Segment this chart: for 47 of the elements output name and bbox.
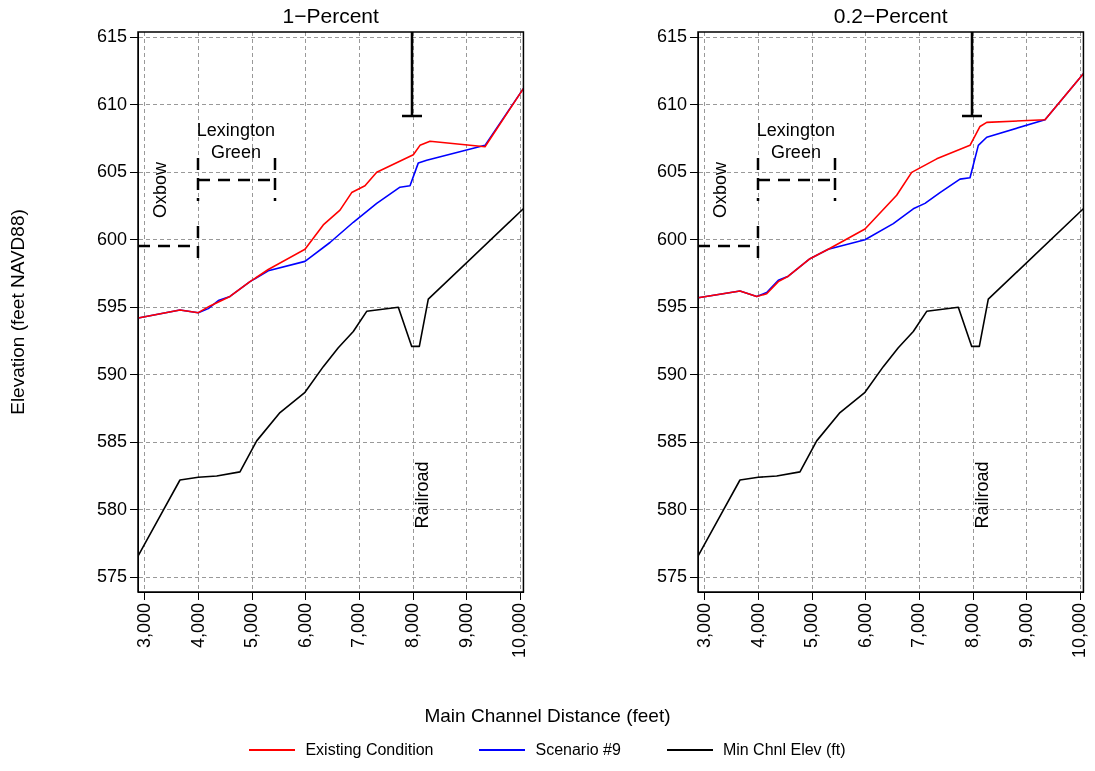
y-tick-label: 605 bbox=[656, 161, 687, 182]
x-tick-label: 8,000 bbox=[961, 603, 982, 649]
annotation: Railroad bbox=[411, 461, 434, 529]
x-tick-label: 3,000 bbox=[133, 603, 154, 649]
y-tick-label: 585 bbox=[656, 431, 687, 452]
annotation: Railroad bbox=[971, 461, 994, 529]
y-tick-label: 595 bbox=[96, 296, 127, 317]
y-tick-label: 580 bbox=[656, 498, 687, 519]
x-tick-label: 9,000 bbox=[1015, 603, 1036, 649]
y-tick-label: 590 bbox=[96, 363, 127, 384]
y-axis-title: Elevation (feet NAVD88) bbox=[7, 209, 29, 415]
y-tick-label: 610 bbox=[96, 93, 127, 114]
y-tick-label: 615 bbox=[656, 26, 687, 47]
x-tick-label: 8,000 bbox=[401, 603, 422, 649]
y-tick-label: 580 bbox=[96, 498, 127, 519]
y-tick-label: 595 bbox=[656, 296, 687, 317]
legend-label: Existing Condition bbox=[305, 741, 434, 759]
x-tick-label: 10,000 bbox=[1069, 603, 1090, 659]
chart-title: 1−Percent bbox=[281, 4, 380, 28]
x-axis-title: Main Channel Distance (feet) bbox=[423, 705, 672, 727]
x-tick-label: 7,000 bbox=[348, 603, 369, 649]
annotation: Oxbow bbox=[148, 161, 171, 218]
annotation: Lexington Green bbox=[195, 119, 276, 164]
x-tick-label: 5,000 bbox=[801, 603, 822, 649]
y-tick-label: 610 bbox=[656, 93, 687, 114]
x-tick-label: 9,000 bbox=[455, 603, 476, 649]
x-tick-label: 3,000 bbox=[693, 603, 714, 649]
legend-label: Scenario #9 bbox=[535, 741, 621, 759]
x-tick-label: 4,000 bbox=[747, 603, 768, 649]
y-tick-label: 575 bbox=[96, 566, 127, 587]
y-tick-label: 600 bbox=[656, 228, 687, 249]
x-tick-label: 7,000 bbox=[908, 603, 929, 649]
y-tick-label: 585 bbox=[96, 431, 127, 452]
y-tick-label: 600 bbox=[96, 228, 127, 249]
y-tick-label: 575 bbox=[656, 566, 687, 587]
legend-label: Min Chnl Elev (ft) bbox=[722, 741, 846, 759]
x-tick-label: 4,000 bbox=[187, 603, 208, 649]
x-tick-label: 6,000 bbox=[854, 603, 875, 649]
annotation: Oxbow bbox=[708, 161, 731, 218]
y-tick-label: 605 bbox=[96, 161, 127, 182]
y-tick-label: 615 bbox=[96, 26, 127, 47]
x-tick-label: 10,000 bbox=[509, 603, 530, 659]
chart-title: 0.2−Percent bbox=[832, 4, 949, 28]
x-tick-label: 6,000 bbox=[294, 603, 315, 649]
annotation: Lexington Green bbox=[755, 119, 836, 164]
y-tick-label: 590 bbox=[656, 363, 687, 384]
x-tick-label: 5,000 bbox=[241, 603, 262, 649]
